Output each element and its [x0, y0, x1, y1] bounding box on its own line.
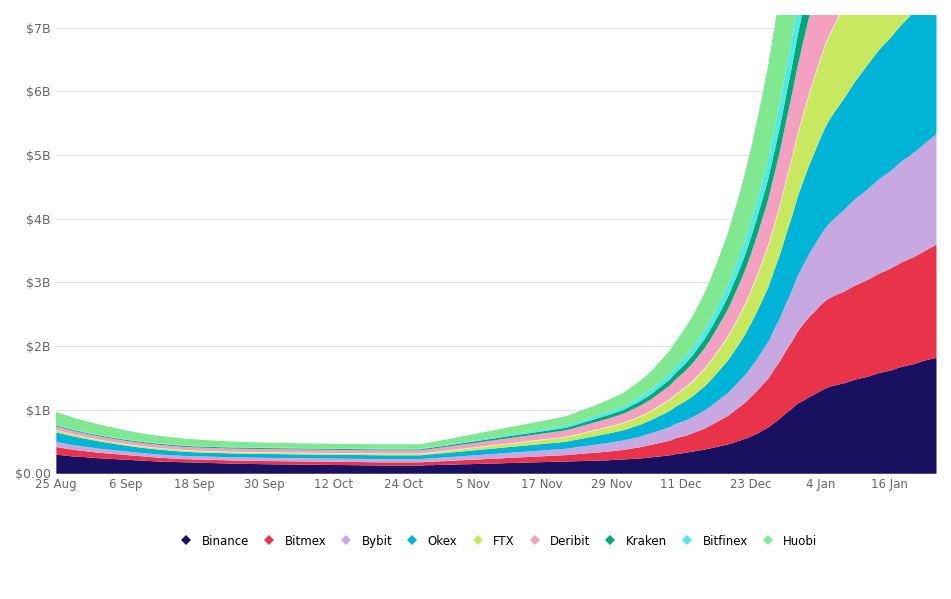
Legend: Binance, Bitmex, Bybit, Okex, FTX, Deribit, Kraken, Bitfinex, Huobi: Binance, Bitmex, Bybit, Okex, FTX, Derib… [175, 534, 817, 547]
